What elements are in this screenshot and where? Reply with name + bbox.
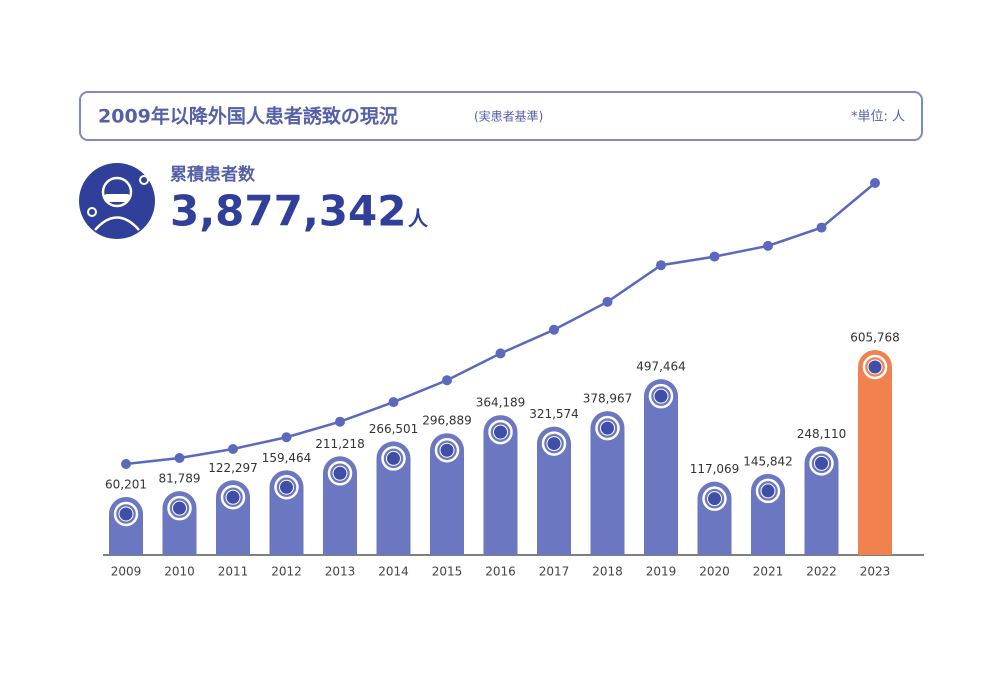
bar-marker-dot [653,388,669,404]
data-label: 266,501 [369,422,419,436]
bar [216,480,250,555]
cumulative-point [281,432,292,443]
bar [804,446,839,555]
x-tick-label: 2012 [271,565,302,579]
cumulative-point [870,178,880,188]
data-label: 605,768 [850,331,900,345]
data-label: 159,464 [262,451,312,465]
x-tick-label: 2021 [753,565,784,579]
data-label: 321,574 [529,407,579,421]
bar-marker-dot [707,491,722,507]
bar [858,350,892,555]
data-label: 211,218 [315,437,365,451]
total-title: 累積患者数 [170,164,256,185]
cumulative-point [174,452,185,463]
cumulative-point [442,375,452,386]
bar-marker-dot [332,465,348,481]
bar-marker-ring [488,419,513,445]
data-label: 497,464 [636,360,686,374]
cumulative-point [602,296,613,307]
bar-marker-ring [809,451,834,476]
chart-title: 2009年以降外国人患者誘致の現況 [98,105,398,128]
title-box [79,91,923,141]
bar-marker-ring [595,415,620,441]
x-tick-label: 2009 [111,565,142,579]
x-tick-label: 2016 [485,565,516,579]
bar-marker-dot [814,455,829,471]
bar [590,411,625,555]
data-label: 122,297 [208,461,258,475]
bar-marker-dot [600,420,615,436]
x-tick-label: 2023 [860,565,891,579]
x-tick-label: 2015 [432,565,463,579]
total-unit: 人 [408,207,429,231]
data-label: 364,189 [476,396,526,410]
bar-marker-ring [862,354,888,380]
bar-marker-dot [439,442,455,458]
bar-marker-ring [274,475,299,500]
bar-marker-dot [546,436,562,452]
bar-marker-ring [381,446,406,471]
bar [162,491,197,555]
bar-marker-ring [167,495,192,521]
bar-marker-ring [220,485,246,510]
bar-marker-dot [493,424,508,440]
x-tick-label: 2013 [325,565,356,579]
bar-marker-dot [225,489,241,505]
cumulative-point [763,240,773,251]
cumulative-point [495,348,506,359]
unit-note: *単位: 人 [851,109,905,125]
x-tick-label: 2022 [806,565,837,579]
bar [751,473,785,555]
cumulative-point [388,397,399,408]
patient-icon [79,163,155,239]
cumulative-point [709,251,720,262]
data-label: 296,889 [422,414,472,428]
bar [537,426,571,555]
x-tick-label: 2018 [592,565,623,579]
chart-subtitle: (実患者基準) [474,109,543,124]
x-tick-label: 2014 [378,565,409,579]
bar [697,481,732,555]
x-tick-label: 2019 [646,565,677,579]
bar-marker-ring [541,431,567,456]
bar [483,415,518,555]
data-label: 248,110 [797,427,847,441]
data-label: 378,967 [583,392,633,406]
cumulative-point [228,443,238,454]
bar-marker-ring [434,437,460,463]
data-label: 60,201 [105,478,147,492]
bar-marker-dot [867,359,883,375]
cumulative-point [121,459,131,469]
bar-marker-dot [386,450,401,466]
bar-marker-ring [648,383,674,409]
data-label: 81,789 [159,472,201,486]
bar [376,441,411,555]
bar-marker-ring [113,501,139,527]
cumulative-point [656,260,666,271]
x-tick-label: 2011 [218,565,249,579]
bar-marker-dot [760,483,776,499]
data-label: 145,842 [743,454,793,468]
x-tick-label: 2020 [699,565,730,579]
x-tick-label: 2017 [539,565,570,579]
bar-marker-dot [172,500,187,516]
bar [430,433,464,555]
bar-marker-ring [327,461,353,486]
cumulative-point [549,324,559,335]
cumulative-point [335,416,345,427]
data-label: 117,069 [690,462,740,476]
bar-marker-ring [755,478,781,504]
bar [644,379,678,555]
bar [269,470,304,555]
bar-marker-ring [702,486,727,511]
bar-marker-dot [118,506,134,522]
x-tick-label: 2010 [164,565,195,579]
bar-marker-dot [279,479,294,495]
total-value: 3,877,342 [170,187,406,236]
cumulative-point [816,222,827,233]
